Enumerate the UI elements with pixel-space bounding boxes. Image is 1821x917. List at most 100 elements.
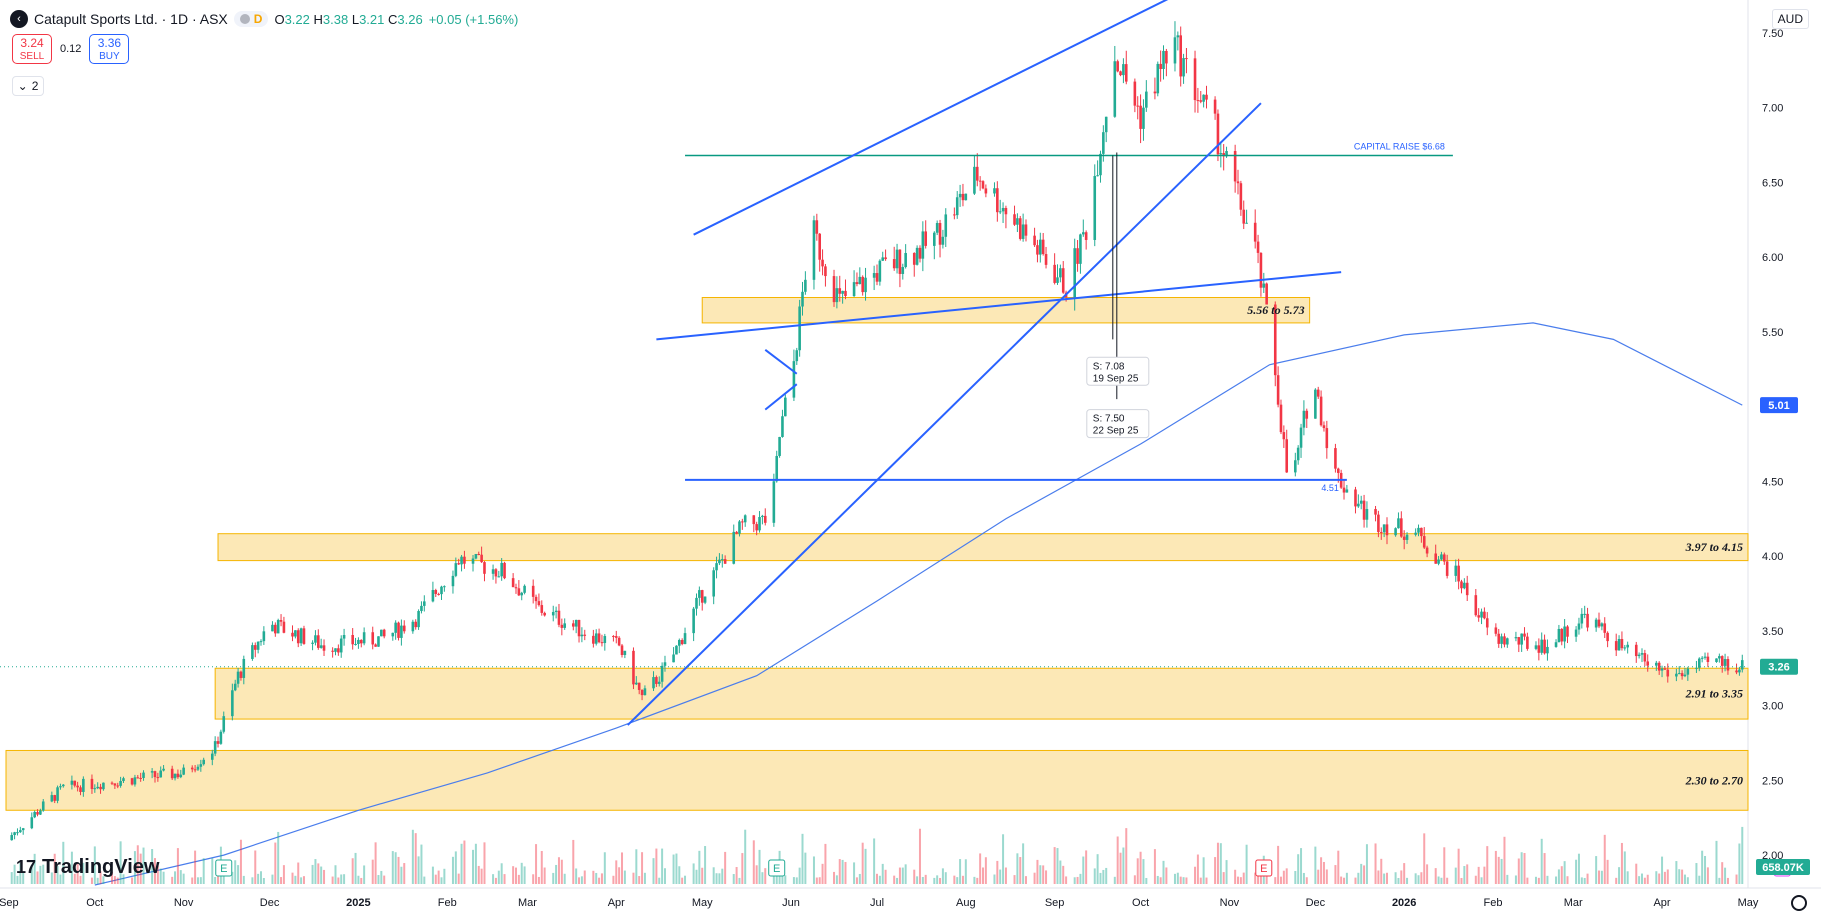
candle-body bbox=[1061, 268, 1065, 293]
candle-body bbox=[59, 786, 62, 788]
candle-body bbox=[703, 596, 707, 603]
volume-bar bbox=[53, 853, 56, 884]
candle-body bbox=[82, 778, 85, 792]
buy-button[interactable]: 3.36 BUY bbox=[89, 34, 130, 64]
candle-body bbox=[1156, 63, 1160, 94]
candle-body bbox=[663, 662, 667, 666]
volume-bar bbox=[99, 871, 102, 884]
volume-bar bbox=[984, 857, 987, 884]
volume-bar bbox=[340, 874, 343, 884]
x-tick-label: Dec bbox=[260, 897, 280, 909]
spread-value: 0.12 bbox=[60, 43, 82, 55]
candle-body bbox=[657, 681, 661, 684]
volume-bar bbox=[661, 848, 664, 884]
volume-bar bbox=[1096, 854, 1099, 884]
volume-bar bbox=[1013, 875, 1016, 884]
candle-body bbox=[1133, 81, 1137, 106]
candle-body bbox=[1417, 527, 1420, 533]
volume-bar bbox=[334, 865, 337, 884]
volume-bar bbox=[1434, 868, 1437, 884]
earnings-badge-1: E bbox=[768, 859, 786, 877]
volume-bar bbox=[1695, 863, 1698, 884]
candle-body bbox=[804, 279, 807, 292]
candle-body bbox=[695, 597, 698, 609]
volume-bar bbox=[1643, 877, 1646, 884]
volume-bar bbox=[214, 877, 217, 884]
candle-body bbox=[672, 654, 675, 663]
zone-label-3: 2.30 to 2.70 bbox=[1685, 773, 1743, 787]
earnings-box bbox=[768, 859, 786, 877]
volume-bar bbox=[251, 877, 254, 884]
volume-bar bbox=[512, 866, 515, 884]
candle-body bbox=[603, 636, 607, 644]
candle-body bbox=[841, 290, 844, 294]
candle-body bbox=[30, 817, 34, 829]
candle-body bbox=[1563, 626, 1566, 642]
candle-body bbox=[964, 193, 968, 201]
volume-bar bbox=[36, 871, 39, 884]
marker-text-2: 19 Sep 25 bbox=[1093, 373, 1139, 384]
y-tick-label: 3.50 bbox=[1762, 626, 1783, 638]
volume-bar bbox=[924, 874, 927, 884]
volume-bar bbox=[1566, 876, 1569, 884]
candle-body bbox=[1683, 674, 1687, 677]
candle-body bbox=[451, 575, 455, 587]
candle-body bbox=[1325, 428, 1329, 449]
volume-bar bbox=[612, 875, 615, 884]
volume-bar bbox=[42, 864, 45, 884]
candle-body bbox=[1357, 503, 1360, 507]
candle-body bbox=[1279, 404, 1283, 433]
volume-bar bbox=[715, 873, 718, 884]
tradingview-logo[interactable]: 17 TradingView bbox=[16, 856, 159, 879]
volume-bar bbox=[1225, 860, 1228, 884]
currency-selector[interactable]: AUD bbox=[1771, 9, 1809, 29]
volume-bar bbox=[1460, 877, 1463, 884]
candle-body bbox=[821, 259, 824, 267]
last-price-tag-box bbox=[1760, 658, 1798, 675]
candle-body bbox=[1036, 245, 1039, 255]
candle-body bbox=[337, 648, 340, 653]
candle-body bbox=[975, 166, 979, 181]
indicators-toggle[interactable]: ⌄ 2 bbox=[12, 76, 44, 96]
volume-bar bbox=[131, 877, 134, 884]
volume-bar bbox=[1477, 866, 1480, 884]
volume-bar bbox=[1182, 877, 1185, 884]
candle-body bbox=[1024, 224, 1028, 236]
volume-bar bbox=[663, 868, 666, 884]
sell-price: 3.24 bbox=[20, 36, 44, 50]
candle-body bbox=[680, 639, 684, 645]
candle-body bbox=[1379, 532, 1383, 534]
symbol-title[interactable]: Catapult Sports Ltd. · 1D · ASX bbox=[34, 11, 228, 27]
volume-bar bbox=[724, 851, 727, 884]
volume-bar bbox=[191, 877, 194, 884]
settings-gear-icon[interactable] bbox=[1791, 895, 1807, 911]
volume-bar bbox=[1019, 857, 1022, 884]
visibility-toggle[interactable]: D bbox=[233, 11, 269, 27]
candle-body bbox=[1385, 524, 1389, 536]
ma-price-tag-box bbox=[1760, 397, 1798, 414]
candle-body bbox=[331, 650, 334, 652]
candle-body bbox=[1680, 673, 1684, 677]
volume-bar bbox=[1480, 877, 1483, 884]
volume-bar bbox=[953, 875, 956, 884]
candle-body bbox=[1239, 183, 1243, 210]
x-tick-label: Feb bbox=[1484, 897, 1503, 909]
volume-bar bbox=[835, 875, 838, 884]
candle-body bbox=[1001, 207, 1005, 212]
candle-body bbox=[1113, 61, 1117, 117]
volume-bar bbox=[1363, 865, 1366, 884]
volume-bar bbox=[672, 854, 675, 884]
trend-line-4 bbox=[764, 349, 798, 375]
volume-tag-text: 658.07K bbox=[1762, 862, 1804, 874]
volume-bar bbox=[755, 865, 758, 884]
open-key: O bbox=[274, 11, 285, 27]
volume-bar bbox=[858, 873, 861, 884]
volume-bar bbox=[896, 877, 899, 884]
volume-bar bbox=[1285, 868, 1288, 884]
sell-button[interactable]: 3.24 SELL bbox=[12, 34, 52, 64]
candle-body bbox=[193, 769, 197, 771]
volume-bar bbox=[76, 863, 79, 884]
volume-bar bbox=[454, 851, 457, 884]
volume-bar bbox=[537, 876, 540, 884]
